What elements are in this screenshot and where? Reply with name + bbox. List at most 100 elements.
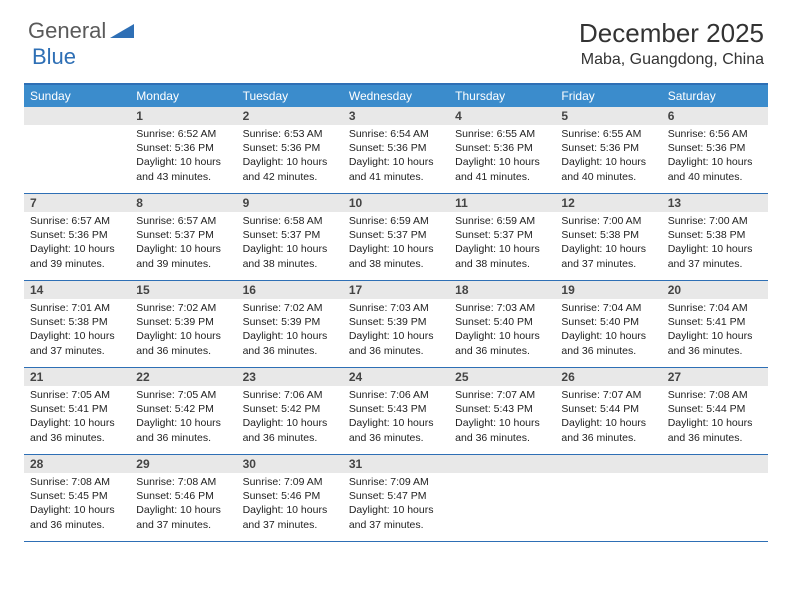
- daylight-text: Daylight: 10 hours and 37 minutes.: [30, 329, 124, 357]
- day-number: 29: [130, 455, 236, 473]
- sunrise-text: Sunrise: 7:08 AM: [136, 475, 230, 489]
- daylight-text: Daylight: 10 hours and 41 minutes.: [455, 155, 549, 183]
- sunrise-text: Sunrise: 7:02 AM: [243, 301, 337, 315]
- day-cell: 2Sunrise: 6:53 AMSunset: 5:36 PMDaylight…: [237, 107, 343, 193]
- header-right: December 2025 Maba, Guangdong, China: [579, 18, 764, 69]
- sunset-text: Sunset: 5:42 PM: [136, 402, 230, 416]
- day-number: 9: [237, 194, 343, 212]
- dayname-friday: Friday: [555, 85, 661, 107]
- sunset-text: Sunset: 5:46 PM: [136, 489, 230, 503]
- day-cell: 11Sunrise: 6:59 AMSunset: 5:37 PMDayligh…: [449, 194, 555, 280]
- day-details: Sunrise: 6:52 AMSunset: 5:36 PMDaylight:…: [130, 125, 236, 188]
- day-details: Sunrise: 6:54 AMSunset: 5:36 PMDaylight:…: [343, 125, 449, 188]
- dayname-thursday: Thursday: [449, 85, 555, 107]
- day-cell: 9Sunrise: 6:58 AMSunset: 5:37 PMDaylight…: [237, 194, 343, 280]
- daylight-text: Daylight: 10 hours and 36 minutes.: [668, 329, 762, 357]
- day-cell: 12Sunrise: 7:00 AMSunset: 5:38 PMDayligh…: [555, 194, 661, 280]
- calendar: Sunday Monday Tuesday Wednesday Thursday…: [24, 83, 768, 542]
- sunrise-text: Sunrise: 6:55 AM: [561, 127, 655, 141]
- page-title: December 2025: [579, 18, 764, 49]
- day-details: Sunrise: 6:58 AMSunset: 5:37 PMDaylight:…: [237, 212, 343, 275]
- week-row: 14Sunrise: 7:01 AMSunset: 5:38 PMDayligh…: [24, 281, 768, 368]
- day-cell: 22Sunrise: 7:05 AMSunset: 5:42 PMDayligh…: [130, 368, 236, 454]
- day-cell: 15Sunrise: 7:02 AMSunset: 5:39 PMDayligh…: [130, 281, 236, 367]
- day-number: 3: [343, 107, 449, 125]
- sunrise-text: Sunrise: 7:05 AM: [136, 388, 230, 402]
- day-number: 23: [237, 368, 343, 386]
- day-cell: 17Sunrise: 7:03 AMSunset: 5:39 PMDayligh…: [343, 281, 449, 367]
- location-label: Maba, Guangdong, China: [579, 51, 764, 69]
- sunset-text: Sunset: 5:38 PM: [561, 228, 655, 242]
- daylight-text: Daylight: 10 hours and 37 minutes.: [243, 503, 337, 531]
- daylight-text: Daylight: 10 hours and 38 minutes.: [455, 242, 549, 270]
- sunset-text: Sunset: 5:46 PM: [243, 489, 337, 503]
- day-cell: 20Sunrise: 7:04 AMSunset: 5:41 PMDayligh…: [662, 281, 768, 367]
- day-number: 31: [343, 455, 449, 473]
- day-number: 12: [555, 194, 661, 212]
- sunset-text: Sunset: 5:44 PM: [561, 402, 655, 416]
- sunset-text: Sunset: 5:36 PM: [136, 141, 230, 155]
- daylight-text: Daylight: 10 hours and 36 minutes.: [136, 329, 230, 357]
- day-details: Sunrise: 7:02 AMSunset: 5:39 PMDaylight:…: [237, 299, 343, 362]
- sunset-text: Sunset: 5:43 PM: [349, 402, 443, 416]
- dayname-tuesday: Tuesday: [237, 85, 343, 107]
- day-details: Sunrise: 7:06 AMSunset: 5:43 PMDaylight:…: [343, 386, 449, 449]
- day-details: Sunrise: 7:06 AMSunset: 5:42 PMDaylight:…: [237, 386, 343, 449]
- daylight-text: Daylight: 10 hours and 40 minutes.: [668, 155, 762, 183]
- day-details: Sunrise: 6:59 AMSunset: 5:37 PMDaylight:…: [449, 212, 555, 275]
- day-number: 1: [130, 107, 236, 125]
- sunrise-text: Sunrise: 7:01 AM: [30, 301, 124, 315]
- day-cell: 8Sunrise: 6:57 AMSunset: 5:37 PMDaylight…: [130, 194, 236, 280]
- daylight-text: Daylight: 10 hours and 39 minutes.: [30, 242, 124, 270]
- logo-blue-row: Blue: [32, 44, 76, 70]
- daylight-text: Daylight: 10 hours and 41 minutes.: [349, 155, 443, 183]
- day-details: Sunrise: 6:59 AMSunset: 5:37 PMDaylight:…: [343, 212, 449, 275]
- sunrise-text: Sunrise: 7:00 AM: [561, 214, 655, 228]
- daylight-text: Daylight: 10 hours and 42 minutes.: [243, 155, 337, 183]
- sunrise-text: Sunrise: 7:02 AM: [136, 301, 230, 315]
- day-details: Sunrise: 7:09 AMSunset: 5:46 PMDaylight:…: [237, 473, 343, 536]
- day-number: 22: [130, 368, 236, 386]
- day-cell: 30Sunrise: 7:09 AMSunset: 5:46 PMDayligh…: [237, 455, 343, 541]
- dayname-row: Sunday Monday Tuesday Wednesday Thursday…: [24, 85, 768, 107]
- day-details: Sunrise: 7:09 AMSunset: 5:47 PMDaylight:…: [343, 473, 449, 536]
- daylight-text: Daylight: 10 hours and 38 minutes.: [243, 242, 337, 270]
- sunset-text: Sunset: 5:40 PM: [455, 315, 549, 329]
- sunrise-text: Sunrise: 7:07 AM: [561, 388, 655, 402]
- day-number: 10: [343, 194, 449, 212]
- daylight-text: Daylight: 10 hours and 40 minutes.: [561, 155, 655, 183]
- sunrise-text: Sunrise: 7:08 AM: [668, 388, 762, 402]
- daylight-text: Daylight: 10 hours and 36 minutes.: [455, 329, 549, 357]
- day-number: 8: [130, 194, 236, 212]
- day-details: Sunrise: 7:03 AMSunset: 5:39 PMDaylight:…: [343, 299, 449, 362]
- day-number: 24: [343, 368, 449, 386]
- day-details: Sunrise: 7:07 AMSunset: 5:44 PMDaylight:…: [555, 386, 661, 449]
- sunset-text: Sunset: 5:37 PM: [136, 228, 230, 242]
- day-details: Sunrise: 7:08 AMSunset: 5:45 PMDaylight:…: [24, 473, 130, 536]
- daylight-text: Daylight: 10 hours and 36 minutes.: [455, 416, 549, 444]
- day-details: Sunrise: 7:01 AMSunset: 5:38 PMDaylight:…: [24, 299, 130, 362]
- day-details: Sunrise: 7:04 AMSunset: 5:40 PMDaylight:…: [555, 299, 661, 362]
- day-cell: 28Sunrise: 7:08 AMSunset: 5:45 PMDayligh…: [24, 455, 130, 541]
- day-number: 6: [662, 107, 768, 125]
- day-details: Sunrise: 7:05 AMSunset: 5:42 PMDaylight:…: [130, 386, 236, 449]
- day-number: 7: [24, 194, 130, 212]
- week-row: 28Sunrise: 7:08 AMSunset: 5:45 PMDayligh…: [24, 455, 768, 542]
- sunset-text: Sunset: 5:39 PM: [349, 315, 443, 329]
- sunset-text: Sunset: 5:41 PM: [30, 402, 124, 416]
- day-details: Sunrise: 6:55 AMSunset: 5:36 PMDaylight:…: [449, 125, 555, 188]
- day-details: Sunrise: 7:07 AMSunset: 5:43 PMDaylight:…: [449, 386, 555, 449]
- sunset-text: Sunset: 5:36 PM: [30, 228, 124, 242]
- sunset-text: Sunset: 5:47 PM: [349, 489, 443, 503]
- sunrise-text: Sunrise: 6:53 AM: [243, 127, 337, 141]
- header: General December 2025 Maba, Guangdong, C…: [0, 0, 792, 73]
- sunrise-text: Sunrise: 7:09 AM: [243, 475, 337, 489]
- sunset-text: Sunset: 5:42 PM: [243, 402, 337, 416]
- day-cell: [555, 455, 661, 541]
- sunrise-text: Sunrise: 6:57 AM: [136, 214, 230, 228]
- day-cell: 7Sunrise: 6:57 AMSunset: 5:36 PMDaylight…: [24, 194, 130, 280]
- sunset-text: Sunset: 5:44 PM: [668, 402, 762, 416]
- daylight-text: Daylight: 10 hours and 36 minutes.: [561, 329, 655, 357]
- day-cell: 3Sunrise: 6:54 AMSunset: 5:36 PMDaylight…: [343, 107, 449, 193]
- sunset-text: Sunset: 5:36 PM: [455, 141, 549, 155]
